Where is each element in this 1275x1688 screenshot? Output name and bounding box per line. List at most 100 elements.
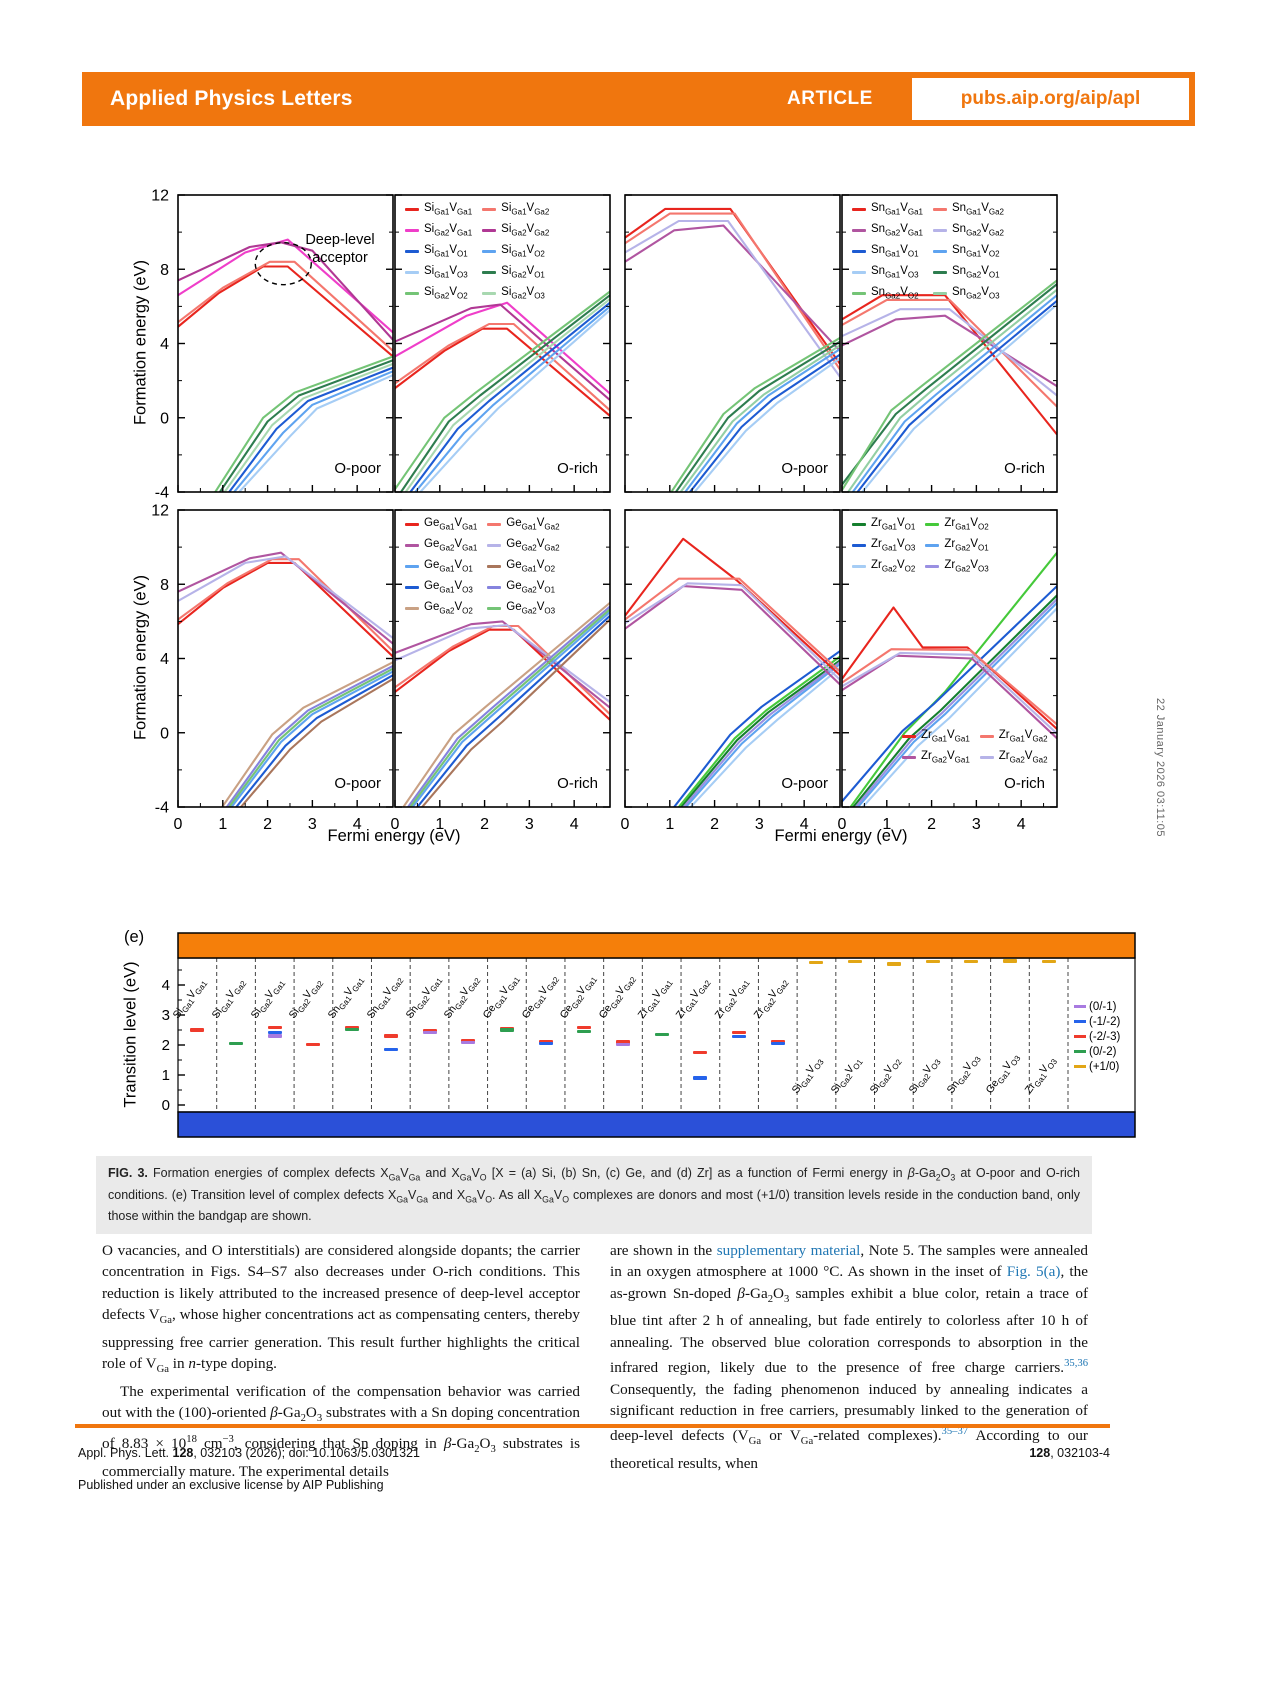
series-line [689,666,840,807]
legend-label: SiGa1VO3 [424,265,468,280]
series-line [395,290,610,490]
article-type-label: ARTICLE [787,88,873,109]
legend-label: GeGa2VGa2 [506,538,560,553]
series-line [404,298,610,492]
svg-text:0: 0 [160,725,169,742]
legend-item: ZrGa1VO1 [852,514,915,535]
series-line [232,370,393,492]
series-line [416,615,610,807]
legend-item: SiGa1VO2 [482,241,549,262]
series-line [625,577,840,673]
text-link[interactable]: 35–37 [941,1426,969,1438]
transition-level-mark [1041,960,1056,964]
series-line [693,357,840,492]
legend-item: SiGa2VO2 [405,283,472,304]
legend-label: SiGa1VO2 [501,244,545,259]
svg-text:4: 4 [353,816,362,833]
series-line [406,605,610,807]
series-line [420,618,610,807]
transition-level-mark [499,1028,514,1032]
series-line [625,537,840,676]
legend-color-dash [405,250,419,253]
series-line [842,283,1057,486]
journal-url-link[interactable]: pubs.aip.org/aip/apl [912,78,1189,120]
text-link[interactable]: 35,36 [1064,1358,1088,1370]
legend-label: (0/-1) [1089,1000,1117,1013]
legend-color-dash [902,735,916,738]
series-line [234,674,393,807]
legend-label: ZrGa1VO3 [871,538,916,553]
legend-color-dash [933,208,947,211]
panel-d-O-rich-plot: 0 1 2 3 4 [838,509,1058,833]
series-line [861,607,1057,807]
legend-item: SnGa1VO2 [933,241,1004,262]
transition-level-mark [809,960,824,965]
transition-level-mark [616,1040,630,1044]
transition-level-mark [770,1041,785,1045]
transition-level-mark [267,1034,282,1038]
legend-color-dash [487,607,502,610]
series-line [237,374,393,492]
transition-legend-item: (-2/-3) [1074,1031,1120,1043]
legend-label: SiGa2VO3 [501,286,545,301]
legend-label: SnGa1VO2 [952,244,1000,259]
legend-label: SnGa2VO2 [871,286,919,301]
legend-item: SiGa2VGa2 [482,220,549,241]
transition-level-mark [732,1035,747,1039]
series-line [842,585,1057,803]
series-line [178,241,393,341]
legend-label: GeGa1VO1 [424,559,473,574]
paragraph: O vacancies, and O interstitials) are co… [102,1242,580,1376]
series-line [227,366,393,492]
legend-label: SnGa1VGa2 [952,202,1004,217]
series-line [178,238,393,334]
legend-item: GeGa2VGa1 [405,535,477,556]
legend-label: ZrGa2VO1 [944,538,989,553]
legend-item: SiGa1VGa1 [405,199,472,220]
series-line [395,301,610,395]
legend-label: ZrGa1VGa1 [921,729,970,744]
panel-c-legend: GeGa1VGa1 GeGa2VGa1 GeGa1VO1 GeGa1VO3 GeGa2V… [405,514,560,619]
svg-text:0: 0 [838,816,847,833]
series-line [842,654,1057,740]
condition-label: O-rich [1004,775,1045,792]
legend-label: ZrGa2VO2 [871,559,916,574]
transition-level-mark [1002,959,1017,963]
legend-item: SnGa2VGa2 [933,220,1004,241]
legend-color-dash [482,250,497,253]
legend-color-dash [852,544,866,547]
legend-item: GeGa1VO3 [405,577,477,598]
transition-level-mark [886,962,901,966]
condition-label: O-poor [334,775,381,792]
series-line [223,362,393,492]
text-link[interactable]: Fig. 5(a) [1006,1263,1061,1281]
deep-level-acceptor-annotation: Deep-level acceptor [305,232,375,266]
legend-color-dash [1074,1050,1086,1053]
svg-text:2: 2 [710,816,719,833]
legend-item: SiGa2VGa1 [405,220,472,241]
svg-text:12: 12 [151,188,169,205]
legend-item: GeGa1VO1 [405,556,477,577]
series-line [625,585,840,686]
legend-color-dash [1074,1035,1086,1038]
figure-caption: FIG. 3. Formation energies of complex de… [96,1156,1092,1234]
legend-color-dash [933,271,947,274]
svg-text:2: 2 [927,816,936,833]
svg-text:1: 1 [882,816,891,833]
legend-color-dash [405,565,419,568]
legend-color-dash [487,565,502,568]
condition-label: O-rich [557,460,598,477]
legend-item: SnGa1VGa1 [852,199,923,220]
svg-text:3: 3 [755,816,764,833]
condition-label: O-rich [1004,460,1045,477]
text-link[interactable]: supplementary material [716,1242,861,1259]
legend-color-dash [933,229,947,232]
transition-level-mark [770,1039,785,1043]
legend-label: GeGa2VGa1 [424,538,478,553]
legend-item: ZrGa2VO2 [852,556,915,577]
legend-item: ZrGa2VO3 [925,556,989,577]
legend-label: (-1/-2) [1089,1015,1121,1028]
series-line [220,661,393,807]
legend-label: (+1/0) [1089,1060,1120,1073]
legend-label: GeGa2VO1 [506,580,556,595]
